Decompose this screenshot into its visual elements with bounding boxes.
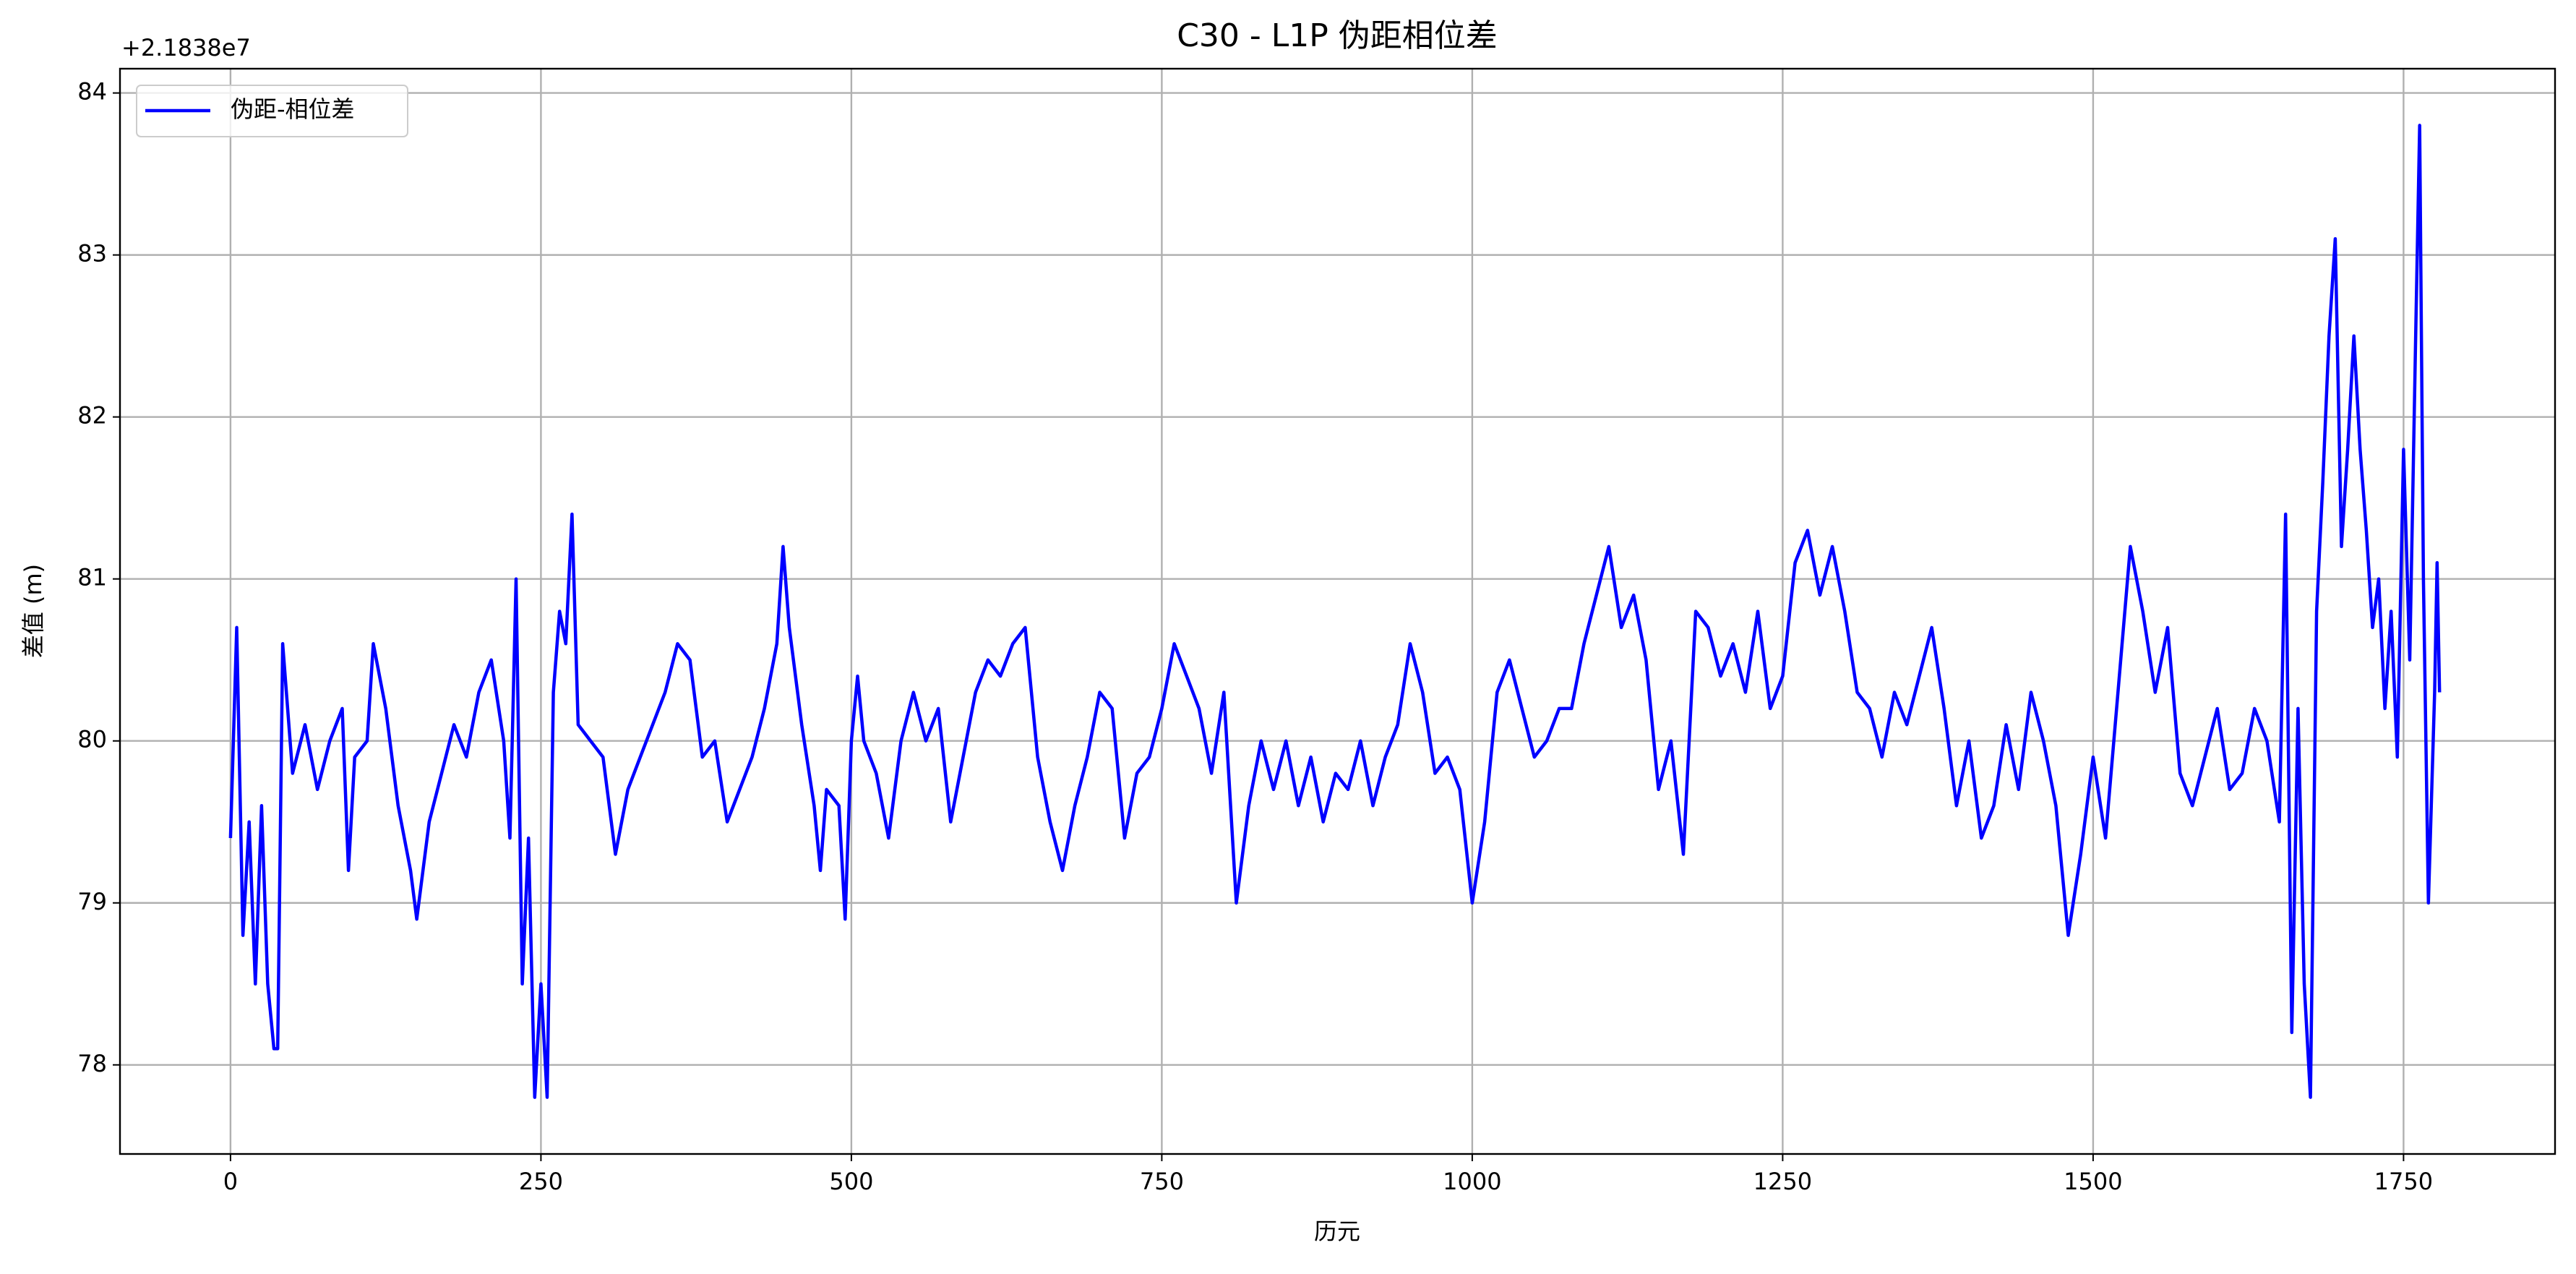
legend-label: 伪距-相位差 [231,95,355,123]
x-tick-label: 1250 [1753,1168,1812,1195]
y-offset-label: +2.1838e7 [121,34,251,61]
x-tick-label: 500 [829,1168,873,1195]
plot-layer [228,124,2442,1099]
y-tick-label: 84 [77,78,107,106]
x-tick-label: 1750 [2374,1168,2433,1195]
y-axis-label: 差值 (m) [20,564,47,658]
y-tick-label: 79 [77,888,107,915]
grid-layer [120,69,2555,1154]
x-tick-label: 0 [223,1168,238,1195]
y-tick-label: 81 [77,564,107,591]
legend-box [136,85,408,137]
x-tick-label: 250 [519,1168,563,1195]
y-tick-label: 78 [77,1050,107,1077]
x-tick-label: 1500 [2064,1168,2122,1195]
x-tick-label: 750 [1140,1168,1184,1195]
plot-frame [119,67,2556,1155]
y-tick-label: 80 [77,726,107,753]
legend: 伪距-相位差 [136,85,408,137]
chart-title: C30 - L1P 伪距相位差 [1177,17,1498,54]
y-tick-label: 83 [77,240,107,268]
x-tick-label: 1000 [1443,1168,1501,1195]
data-line [228,124,2442,1099]
x-axis-label: 历元 [1314,1218,1360,1245]
y-tick-label: 82 [77,402,107,429]
